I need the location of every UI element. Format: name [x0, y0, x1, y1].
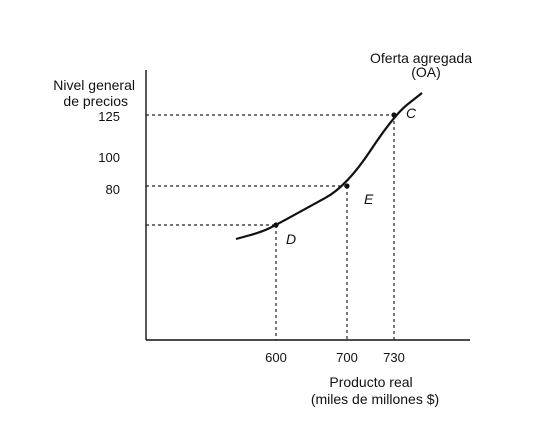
y-tick-100: 100: [98, 150, 120, 165]
curve-label-line2: (OA): [411, 64, 441, 80]
y-tick-125: 125: [98, 109, 120, 124]
x-tick-730: 730: [383, 350, 405, 365]
chart-marks: D E C: [146, 92, 423, 340]
point-label-C: C: [406, 105, 417, 121]
curve-label-line1: Oferta agregada: [370, 50, 472, 66]
y-axis-title-line1: Nivel general: [53, 77, 135, 93]
point-label-E: E: [364, 191, 374, 207]
x-axis-title: Producto real: [329, 374, 412, 390]
point-label-D: D: [286, 231, 296, 247]
point-C: [391, 112, 397, 118]
y-tick-80: 80: [106, 182, 120, 197]
x-axis-title-unit: (miles de millones $): [311, 391, 439, 407]
point-D: [273, 222, 279, 228]
x-tick-700: 700: [336, 350, 358, 365]
x-tick-600: 600: [265, 350, 287, 365]
y-axis-title-line2: de precios: [63, 93, 128, 109]
supply-curve: [235, 92, 423, 241]
point-E: [344, 183, 350, 189]
